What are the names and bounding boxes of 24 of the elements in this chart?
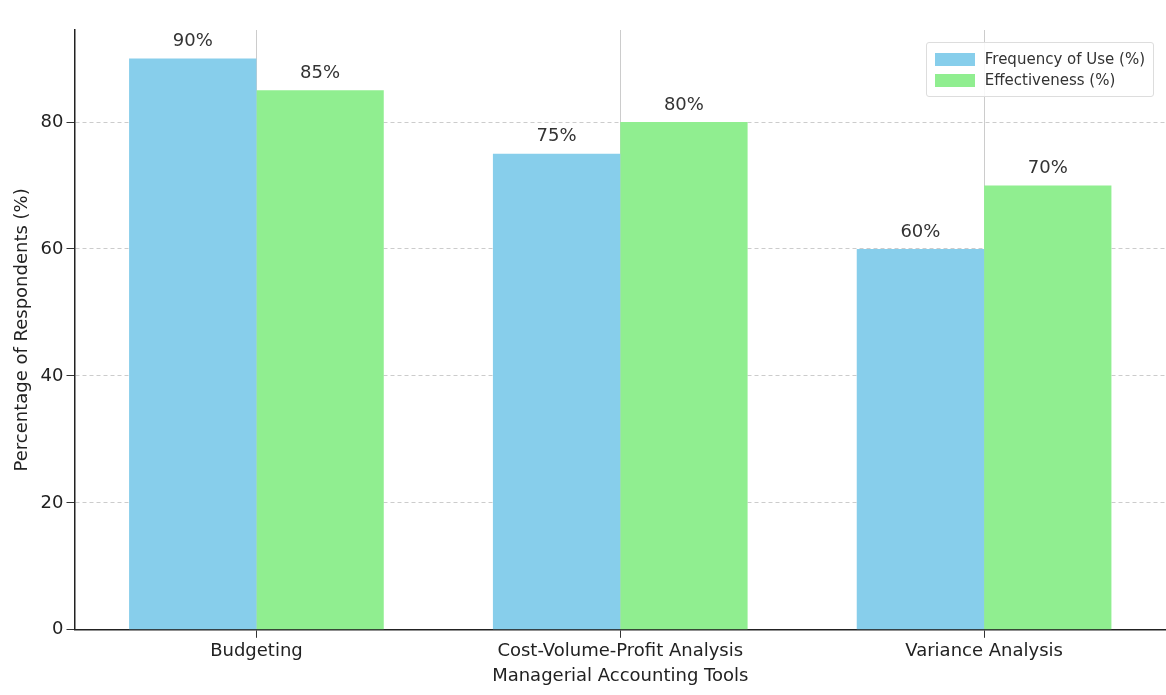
y-tick-label: 0 bbox=[52, 617, 64, 639]
x-axis-title: Managerial Accounting Tools bbox=[492, 663, 749, 685]
bar bbox=[856, 248, 985, 630]
x-tick-label: Budgeting bbox=[210, 639, 303, 661]
legend-label: Frequency of Use (%) bbox=[984, 50, 1145, 68]
data-label: 75% bbox=[536, 124, 577, 146]
bar bbox=[620, 122, 748, 630]
y-tick-label: 40 bbox=[40, 363, 64, 385]
data-label: 90% bbox=[172, 29, 213, 51]
data-label: 80% bbox=[663, 92, 704, 114]
bar bbox=[492, 153, 621, 630]
x-tick-label: Cost-Volume-Profit Analysis bbox=[497, 639, 744, 661]
legend-label: Effectiveness (%) bbox=[984, 71, 1116, 89]
bar bbox=[256, 90, 384, 630]
data-label: 85% bbox=[300, 60, 341, 82]
data-label: 60% bbox=[900, 219, 941, 241]
y-tick-label: 80 bbox=[40, 109, 64, 131]
bar bbox=[129, 58, 257, 630]
bar bbox=[984, 185, 1112, 630]
y-tick-label: 60 bbox=[40, 236, 64, 258]
x-tick-label: Variance Analysis bbox=[905, 639, 1063, 661]
data-label: 70% bbox=[1027, 156, 1068, 178]
y-axis-title: Percentage of Respondents (%) bbox=[10, 188, 32, 472]
y-tick-label: 20 bbox=[40, 490, 64, 512]
